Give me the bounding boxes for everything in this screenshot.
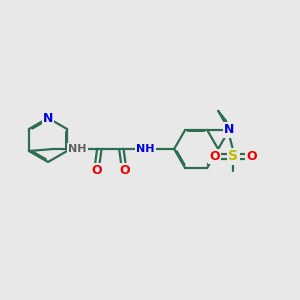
- Text: S: S: [228, 149, 238, 163]
- Text: NH: NH: [68, 144, 87, 154]
- Text: N: N: [43, 112, 53, 124]
- Text: O: O: [209, 150, 220, 163]
- Text: O: O: [119, 164, 130, 178]
- Text: NH: NH: [136, 144, 155, 154]
- Text: O: O: [247, 150, 257, 163]
- Text: O: O: [91, 164, 102, 178]
- Text: N: N: [224, 123, 234, 136]
